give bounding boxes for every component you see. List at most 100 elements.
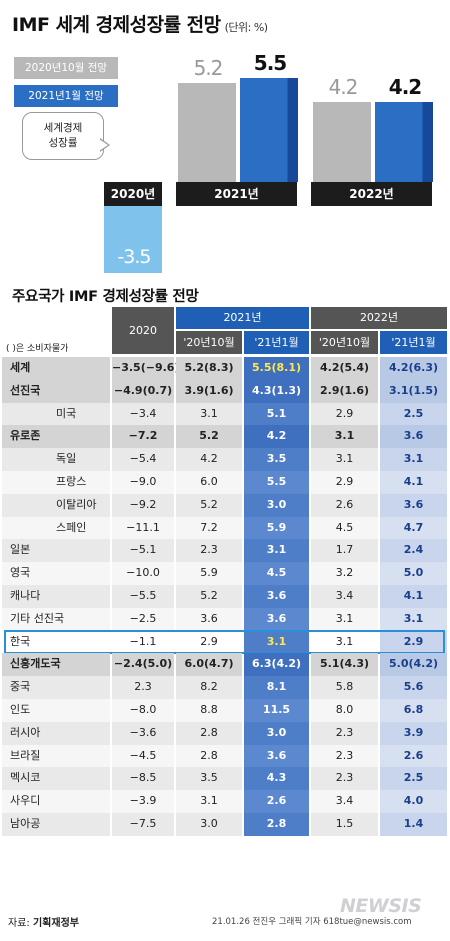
cell-a21: 8.8 [176, 699, 242, 722]
newsis-watermark: NEWSIS [340, 895, 422, 917]
bubble-line-2: 성장률 [48, 137, 78, 149]
cell-a21: 2.9 [176, 630, 242, 654]
cell-v2020: −1.1 [112, 630, 174, 654]
cell-a22: 5.1(4.3) [311, 653, 378, 677]
speech-bubble: 세계경제 성장률 [22, 112, 104, 160]
cell-a21: 3.5 [176, 767, 242, 791]
table-row: 중국 2.3 8.2 8.1 5.8 5.6 [2, 676, 447, 699]
cell-name: 한국 [2, 630, 110, 654]
cell-b22: 2.9 [380, 630, 447, 654]
cell-a21: 5.9 [176, 562, 242, 585]
year-label-2020: 2020년 [104, 182, 162, 206]
cell-name: 스페인 [2, 516, 110, 540]
unit-label: (단위: %) [224, 21, 268, 34]
cell-v2020: −5.1 [112, 539, 174, 563]
cell-v2020: −2.5 [112, 607, 174, 631]
cell-b22: 4.1 [380, 471, 447, 494]
cell-b21: 4.2 [244, 425, 309, 449]
cell-v2020: −9.0 [112, 471, 174, 494]
cell-v2020: −4.9(0.7) [112, 379, 174, 403]
cell-a21: 5.2 [176, 425, 242, 449]
table-row: 영국 −10.0 5.9 4.5 3.2 5.0 [2, 562, 447, 585]
cell-v2020: −5.5 [112, 585, 174, 608]
table-row: 신흥개도국 −2.4(5.0) 6.0(4.7) 6.3(4.2) 5.1(4.3) 5.… [2, 653, 447, 677]
cell-a21: 2.3 [176, 539, 242, 563]
header-2022-jan: '21년1월 [380, 331, 447, 354]
table-row: 독일 −5.4 4.2 3.5 3.1 3.1 [2, 448, 447, 471]
cell-name: 선진국 [2, 379, 110, 403]
credit: 21.01.26 전진우 그래픽 기자 618tue@newsis.com [212, 917, 412, 927]
source-label: 자료: [8, 918, 30, 929]
cell-a22: 3.4 [311, 585, 378, 608]
table-row: 사우디 −3.9 3.1 2.6 3.4 4.0 [2, 790, 447, 813]
cell-b21: 3.6 [244, 744, 309, 768]
cell-a21: 5.2 [176, 585, 242, 608]
cell-name: 기타 선진국 [2, 607, 110, 631]
cell-name: 멕시코 [2, 767, 110, 791]
cell-b22: 1.4 [380, 813, 447, 836]
cell-v2020: −7.2 [112, 425, 174, 449]
table-row: 기타 선진국 −2.5 3.6 3.6 3.1 3.1 [2, 607, 447, 631]
cell-b21: 11.5 [244, 699, 309, 722]
cell-a21: 8.2 [176, 676, 242, 699]
cell-a22: 2.6 [311, 493, 378, 517]
table-row: 프랑스 −9.0 6.0 5.5 2.9 4.1 [2, 471, 447, 494]
table-row: 스페인 −11.1 7.2 5.9 4.5 4.7 [2, 516, 447, 540]
cell-a22: 1.5 [311, 813, 378, 836]
table-row: 세계 −3.5(−9.6) 5.2(8.3) 5.5(8.1) 4.2(5.4) 4.2(… [2, 357, 447, 380]
cell-b22: 2.5 [380, 402, 447, 426]
cell-b21: 3.0 [244, 493, 309, 517]
bar-label-old-1: 5.2 [193, 56, 224, 81]
cell-b21: 4.3 [244, 767, 309, 791]
cell-a21: 5.2 [176, 493, 242, 517]
bar-old-2 [313, 102, 371, 182]
cell-a21: 3.1 [176, 402, 242, 426]
cell-b21: 5.1 [244, 402, 309, 426]
cell-a21: 3.6 [176, 607, 242, 631]
cell-a22: 2.9(1.6) [311, 379, 378, 403]
header-group-2022: 2022년 [311, 307, 447, 329]
cell-b22: 4.7 [380, 516, 447, 540]
cell-v2020: −3.9 [112, 790, 174, 813]
cell-b22: 5.0(4.2) [380, 653, 447, 677]
cell-b22: 3.1 [380, 607, 447, 631]
cell-a22: 2.3 [311, 767, 378, 791]
cell-a21: 3.1 [176, 790, 242, 813]
bar-new-2 [375, 102, 433, 182]
table-row: 이탈리아 −9.2 5.2 3.0 2.6 3.6 [2, 493, 447, 517]
cell-a22: 2.9 [311, 471, 378, 494]
cpi-note: ( )은 소비자물가 [6, 344, 69, 354]
cell-b21: 5.5 [244, 471, 309, 494]
legend-old-forecast: 2020년10월 전망 [14, 57, 118, 79]
cell-b22: 5.0 [380, 562, 447, 585]
cell-b21: 3.1 [244, 539, 309, 563]
cell-name: 인도 [2, 699, 110, 722]
cell-a22: 4.2(5.4) [311, 357, 378, 380]
cell-b22: 4.0 [380, 790, 447, 813]
cell-a22: 3.2 [311, 562, 378, 585]
cell-v2020: −2.4(5.0) [112, 653, 174, 677]
table-row: 남아공 −7.5 3.0 2.8 1.5 1.4 [2, 813, 447, 836]
cell-name: 캐나다 [2, 585, 110, 608]
table-subtitle: 주요국가 IMF 경제성장률 전망 [12, 289, 199, 305]
source-value: 기획재정부 [32, 918, 79, 929]
bar-label-new-1: 5.5 [253, 50, 287, 75]
table-row: 한국 −1.1 2.9 3.1 3.1 2.9 [2, 630, 447, 654]
cell-b21: 4.5 [244, 562, 309, 585]
cell-b21: 5.5(8.1) [244, 357, 309, 380]
bar-new-1 [240, 77, 298, 182]
cell-name: 브라질 [2, 744, 110, 768]
table-row: 유로존 −7.2 5.2 4.2 3.1 3.6 [2, 425, 447, 449]
cell-name: 일본 [2, 539, 110, 563]
table-row: 멕시코 −8.5 3.5 4.3 2.3 2.5 [2, 767, 447, 791]
cell-v2020: −3.5(−9.6) [112, 357, 179, 380]
cell-b22: 2.6 [380, 744, 447, 768]
table-row: 인도 −8.0 8.8 11.5 8.0 6.8 [2, 699, 447, 722]
cell-b21: 3.1 [244, 630, 309, 654]
cell-name: 세계 [2, 357, 110, 380]
year-label-2022: 2022년 [311, 182, 432, 206]
header-2022-oct: '20년10월 [311, 331, 378, 354]
cell-b21: 2.6 [244, 790, 309, 813]
cell-name: 중국 [2, 676, 110, 699]
cell-a22: 2.3 [311, 744, 378, 768]
